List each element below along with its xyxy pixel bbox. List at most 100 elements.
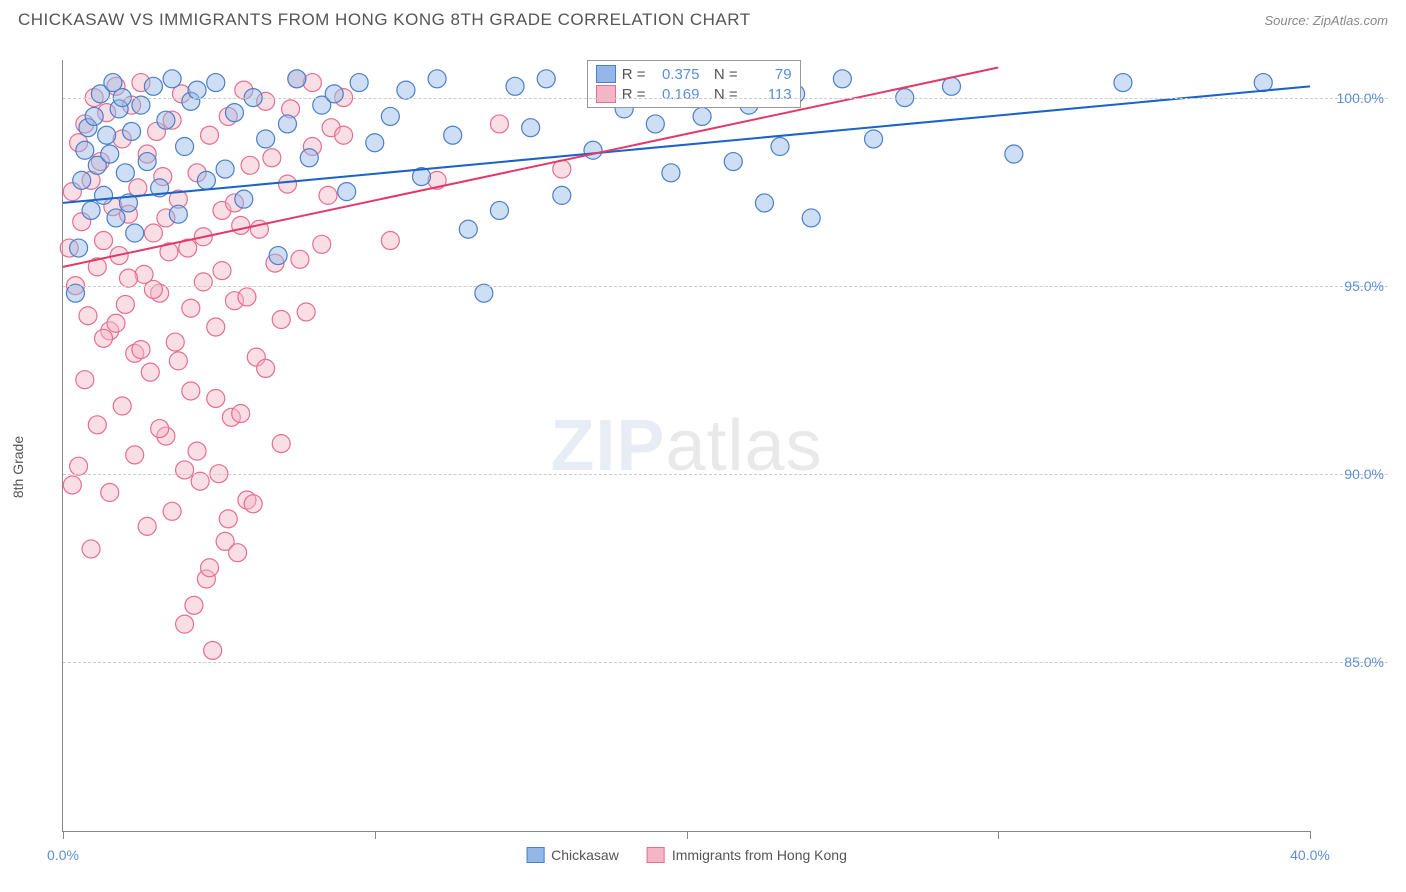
data-point bbox=[188, 442, 206, 460]
data-point bbox=[300, 149, 318, 167]
data-point bbox=[63, 476, 81, 494]
data-point bbox=[207, 318, 225, 336]
data-point bbox=[381, 232, 399, 250]
data-point bbox=[288, 70, 306, 88]
gridline bbox=[63, 474, 1388, 475]
x-tick-label: 0.0% bbox=[47, 847, 79, 863]
data-point bbox=[204, 641, 222, 659]
bottom-legend: Chickasaw Immigrants from Hong Kong bbox=[526, 847, 847, 863]
data-point bbox=[444, 126, 462, 144]
data-point bbox=[207, 389, 225, 407]
data-point bbox=[176, 615, 194, 633]
data-point bbox=[144, 280, 162, 298]
data-point bbox=[188, 81, 206, 99]
data-point bbox=[802, 209, 820, 227]
data-point bbox=[95, 329, 113, 347]
data-point bbox=[238, 288, 256, 306]
data-point bbox=[646, 115, 664, 133]
data-point bbox=[144, 224, 162, 242]
data-point bbox=[82, 201, 100, 219]
data-point bbox=[553, 186, 571, 204]
data-point bbox=[459, 220, 477, 238]
data-point bbox=[82, 540, 100, 558]
x-tick bbox=[1310, 831, 1311, 839]
data-point bbox=[191, 472, 209, 490]
data-point bbox=[313, 235, 331, 253]
stat-n-label: N = bbox=[706, 86, 738, 103]
y-tick-label: 85.0% bbox=[1344, 654, 1384, 670]
data-point bbox=[1254, 74, 1272, 92]
data-point bbox=[475, 284, 493, 302]
legend-label: Chickasaw bbox=[551, 847, 619, 863]
data-point bbox=[303, 74, 321, 92]
data-point bbox=[169, 205, 187, 223]
data-point bbox=[506, 77, 524, 95]
data-point bbox=[241, 156, 259, 174]
title-bar: CHICKASAW VS IMMIGRANTS FROM HONG KONG 8… bbox=[0, 0, 1406, 38]
data-point bbox=[163, 70, 181, 88]
data-point bbox=[169, 352, 187, 370]
data-point bbox=[350, 74, 368, 92]
data-point bbox=[76, 371, 94, 389]
data-point bbox=[297, 303, 315, 321]
data-point bbox=[101, 484, 119, 502]
data-point bbox=[232, 405, 250, 423]
data-point bbox=[490, 201, 508, 219]
data-point bbox=[584, 141, 602, 159]
stat-row: R = 0.375 N = 79 bbox=[596, 65, 792, 83]
gridline bbox=[63, 662, 1388, 663]
y-tick-label: 95.0% bbox=[1344, 278, 1384, 294]
plot-area: ZIPatlas R =0.375 N =79R =0.169 N =113 C… bbox=[62, 60, 1310, 832]
gridline bbox=[63, 286, 1388, 287]
data-point bbox=[257, 359, 275, 377]
gridline bbox=[63, 98, 1388, 99]
data-point bbox=[113, 397, 131, 415]
data-point bbox=[151, 420, 169, 438]
data-point bbox=[1114, 74, 1132, 92]
chart-title: CHICKASAW VS IMMIGRANTS FROM HONG KONG 8… bbox=[18, 10, 751, 30]
x-tick bbox=[687, 831, 688, 839]
stat-r-label: R = bbox=[622, 66, 646, 83]
data-point bbox=[116, 295, 134, 313]
data-point bbox=[85, 107, 103, 125]
data-point bbox=[225, 104, 243, 122]
legend-label: Immigrants from Hong Kong bbox=[672, 847, 847, 863]
data-point bbox=[213, 262, 231, 280]
data-point bbox=[157, 111, 175, 129]
data-point bbox=[73, 171, 91, 189]
data-point bbox=[141, 363, 159, 381]
data-point bbox=[244, 495, 262, 513]
legend-swatch bbox=[526, 847, 544, 863]
data-point bbox=[257, 130, 275, 148]
data-point bbox=[397, 81, 415, 99]
stat-r-value: 0.169 bbox=[652, 86, 700, 103]
stat-n-label: N = bbox=[706, 66, 738, 83]
data-point bbox=[185, 596, 203, 614]
data-point bbox=[98, 126, 116, 144]
x-tick bbox=[63, 831, 64, 839]
data-point bbox=[126, 224, 144, 242]
stat-r-value: 0.375 bbox=[652, 66, 700, 83]
data-point bbox=[201, 126, 219, 144]
data-point bbox=[182, 382, 200, 400]
data-point bbox=[70, 457, 88, 475]
data-point bbox=[163, 502, 181, 520]
data-point bbox=[833, 70, 851, 88]
data-point bbox=[1005, 145, 1023, 163]
data-point bbox=[272, 311, 290, 329]
data-point bbox=[662, 164, 680, 182]
legend-item: Chickasaw bbox=[526, 847, 619, 863]
data-point bbox=[235, 190, 253, 208]
data-point bbox=[116, 164, 134, 182]
data-point bbox=[107, 314, 125, 332]
y-axis-label: 8th Grade bbox=[10, 436, 26, 498]
stat-n-value: 113 bbox=[744, 86, 792, 103]
stat-n-value: 79 bbox=[744, 66, 792, 83]
data-point bbox=[176, 461, 194, 479]
data-point bbox=[272, 435, 290, 453]
legend-swatch bbox=[596, 85, 616, 103]
data-point bbox=[166, 333, 184, 351]
data-point bbox=[66, 284, 84, 302]
data-point bbox=[278, 115, 296, 133]
data-point bbox=[126, 446, 144, 464]
